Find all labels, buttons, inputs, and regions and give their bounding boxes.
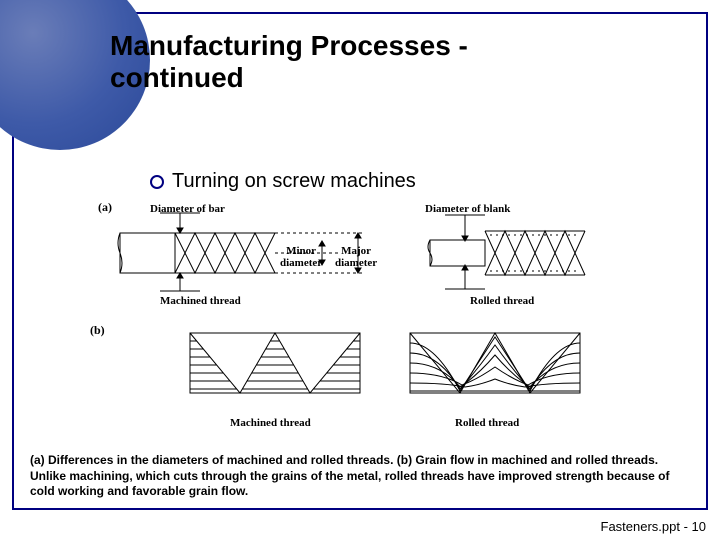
label-diameter-of-bar: Diameter of bar <box>150 203 225 215</box>
title-line-1: Manufacturing Processes - <box>110 30 468 61</box>
bullet-item: Turning on screw machines <box>150 170 416 193</box>
bullet-text: Turning on screw machines <box>172 170 416 193</box>
footer: Fasteners.ppt - 10 <box>601 519 707 534</box>
label-diameter-of-blank: Diameter of blank <box>425 203 510 215</box>
label-minor-diameter: Minor diameter <box>280 245 322 269</box>
label-rolled-thread-a: Rolled thread <box>470 295 534 307</box>
label-machined-thread-b: Machined thread <box>230 417 311 429</box>
caption: (a) Differences in the diameters of mach… <box>30 453 690 500</box>
label-major-diameter: Major diameter <box>335 245 377 269</box>
figure-b-svg <box>180 323 600 418</box>
figure: (a) (b) <box>90 195 630 425</box>
slide-title: Manufacturing Processes - continued <box>110 30 468 94</box>
label-rolled-thread-b: Rolled thread <box>455 417 519 429</box>
figure-label-b: (b) <box>90 323 105 338</box>
title-line-2: continued <box>110 62 244 93</box>
bullet-icon <box>150 175 164 189</box>
label-machined-thread-a: Machined thread <box>160 295 241 307</box>
